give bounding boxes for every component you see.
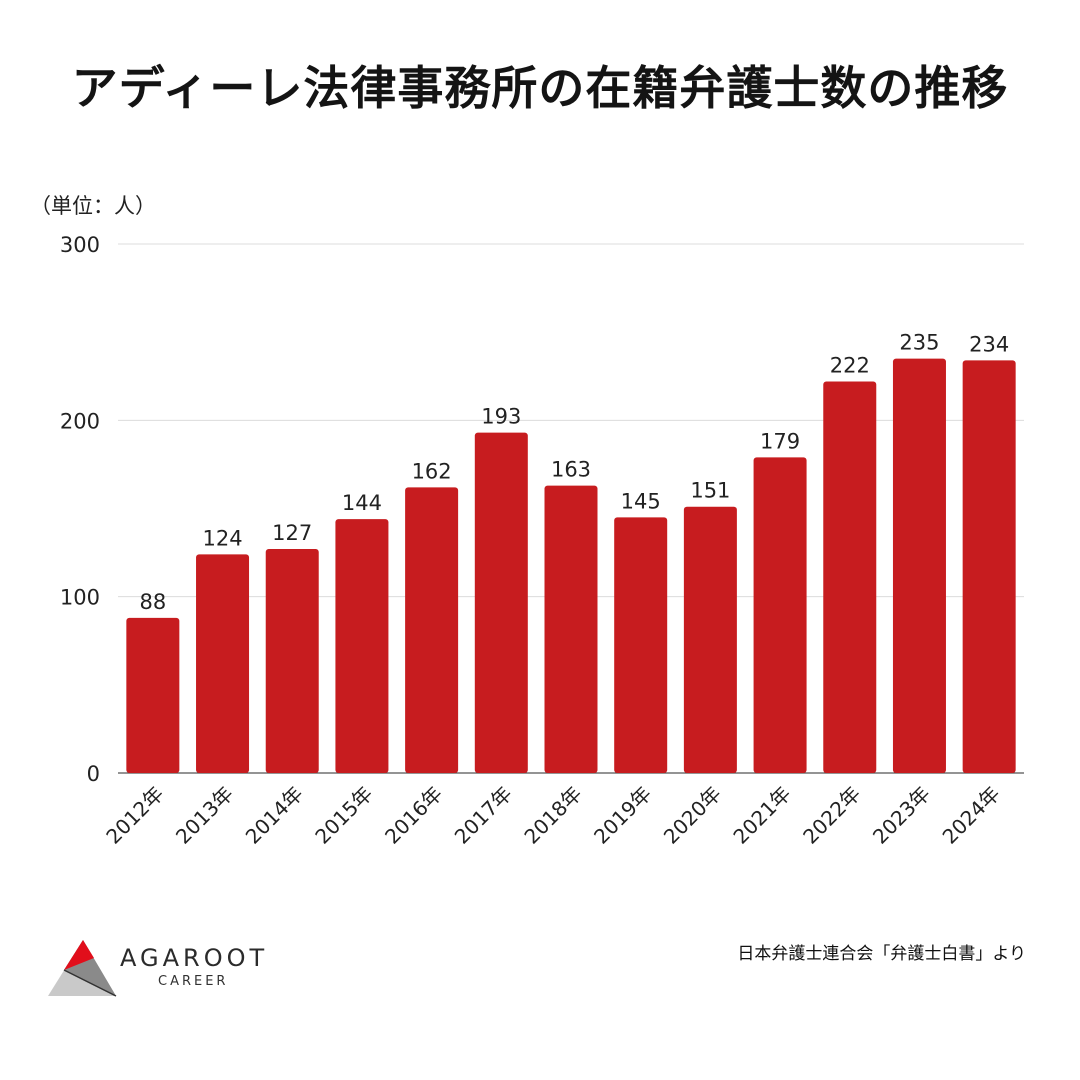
x-tick-label: 2014年 — [241, 782, 308, 849]
x-tick-label: 2023年 — [868, 782, 935, 849]
x-tick-label: 2024年 — [938, 782, 1005, 849]
y-tick-label: 100 — [60, 586, 100, 610]
x-tick-label: 2016年 — [380, 782, 447, 849]
data-label: 127 — [272, 521, 312, 545]
bar — [405, 487, 459, 773]
data-label: 222 — [830, 354, 870, 378]
logo-mark-icon — [48, 940, 117, 997]
bar — [265, 549, 319, 773]
bar — [474, 432, 528, 773]
bar — [614, 517, 668, 773]
data-label: 88 — [139, 590, 166, 614]
logo-sub: CAREER — [158, 974, 229, 989]
x-tick-label: 2015年 — [310, 782, 377, 849]
bar — [683, 506, 737, 773]
x-tick-label: 2020年 — [659, 782, 726, 849]
data-label: 162 — [412, 459, 452, 483]
data-label: 163 — [551, 458, 591, 482]
bar — [892, 358, 946, 773]
y-tick-label: 200 — [60, 409, 100, 433]
x-tick-label: 2018年 — [519, 782, 586, 849]
x-tick-label: 2012年 — [101, 782, 168, 849]
bar — [753, 457, 807, 773]
y-tick-label: 0 — [87, 762, 100, 786]
bar — [335, 519, 389, 773]
data-label: 144 — [342, 491, 382, 515]
x-tick-label: 2013年 — [171, 782, 238, 849]
chart-title: アディーレ法律事務所の在籍弁護士数の推移 — [71, 61, 1009, 115]
data-label: 234 — [969, 332, 1009, 356]
bar — [544, 485, 598, 773]
x-tick-label: 2017年 — [450, 782, 517, 849]
bar — [962, 360, 1016, 773]
bar — [196, 554, 250, 773]
x-tick-label: 2019年 — [589, 782, 656, 849]
y-tick-label: 300 — [60, 233, 100, 257]
x-tick-label: 2022年 — [798, 782, 865, 849]
data-label: 179 — [760, 429, 800, 453]
data-label: 151 — [690, 479, 730, 503]
x-tick-label: 2021年 — [729, 782, 796, 849]
bar — [126, 617, 180, 773]
bar — [823, 381, 877, 773]
logo-name: AGAROOT — [120, 944, 269, 972]
data-label: 235 — [899, 331, 939, 355]
source-note: 日本弁護士連合会「弁護士白書」より — [737, 944, 1026, 964]
data-label: 193 — [481, 405, 521, 429]
agaroot-career-logo: AGAROOT CAREER — [48, 938, 348, 998]
data-label: 145 — [621, 489, 661, 513]
data-label: 124 — [202, 526, 242, 550]
unit-label: （単位：人） — [30, 194, 156, 218]
bar-chart: 0 100 200 300 88 2012年 124 2013年 127 2014年 144 2015… — [60, 233, 1024, 849]
